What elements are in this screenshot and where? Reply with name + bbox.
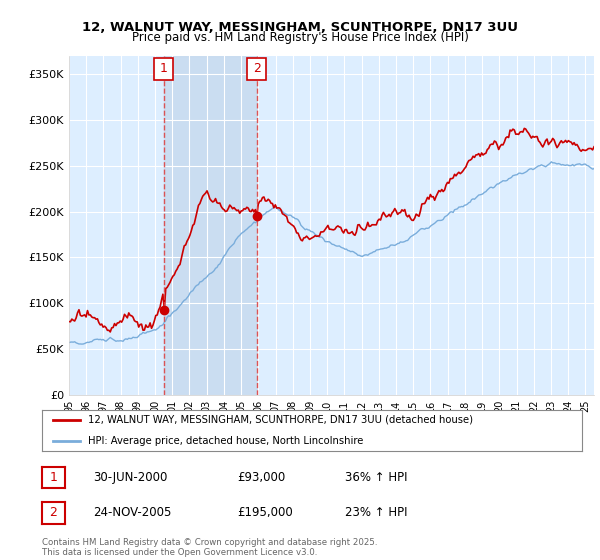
Text: 1: 1 bbox=[160, 62, 167, 75]
Text: 2: 2 bbox=[253, 62, 260, 75]
Bar bbox=[164, 56, 257, 395]
Text: 24-NOV-2005: 24-NOV-2005 bbox=[93, 506, 172, 519]
Text: £93,000: £93,000 bbox=[237, 470, 285, 484]
Text: HPI: Average price, detached house, North Lincolnshire: HPI: Average price, detached house, Nort… bbox=[88, 436, 363, 446]
Text: 23% ↑ HPI: 23% ↑ HPI bbox=[345, 506, 407, 519]
Text: £195,000: £195,000 bbox=[237, 506, 293, 519]
FancyBboxPatch shape bbox=[154, 58, 173, 80]
FancyBboxPatch shape bbox=[247, 58, 266, 80]
Text: 30-JUN-2000: 30-JUN-2000 bbox=[93, 470, 167, 484]
Text: 1: 1 bbox=[49, 471, 58, 484]
Text: Contains HM Land Registry data © Crown copyright and database right 2025.
This d: Contains HM Land Registry data © Crown c… bbox=[42, 538, 377, 557]
Text: 2: 2 bbox=[49, 506, 58, 520]
Text: 12, WALNUT WAY, MESSINGHAM, SCUNTHORPE, DN17 3UU: 12, WALNUT WAY, MESSINGHAM, SCUNTHORPE, … bbox=[82, 21, 518, 34]
Text: Price paid vs. HM Land Registry's House Price Index (HPI): Price paid vs. HM Land Registry's House … bbox=[131, 31, 469, 44]
Text: 36% ↑ HPI: 36% ↑ HPI bbox=[345, 470, 407, 484]
Text: 12, WALNUT WAY, MESSINGHAM, SCUNTHORPE, DN17 3UU (detached house): 12, WALNUT WAY, MESSINGHAM, SCUNTHORPE, … bbox=[88, 415, 473, 424]
